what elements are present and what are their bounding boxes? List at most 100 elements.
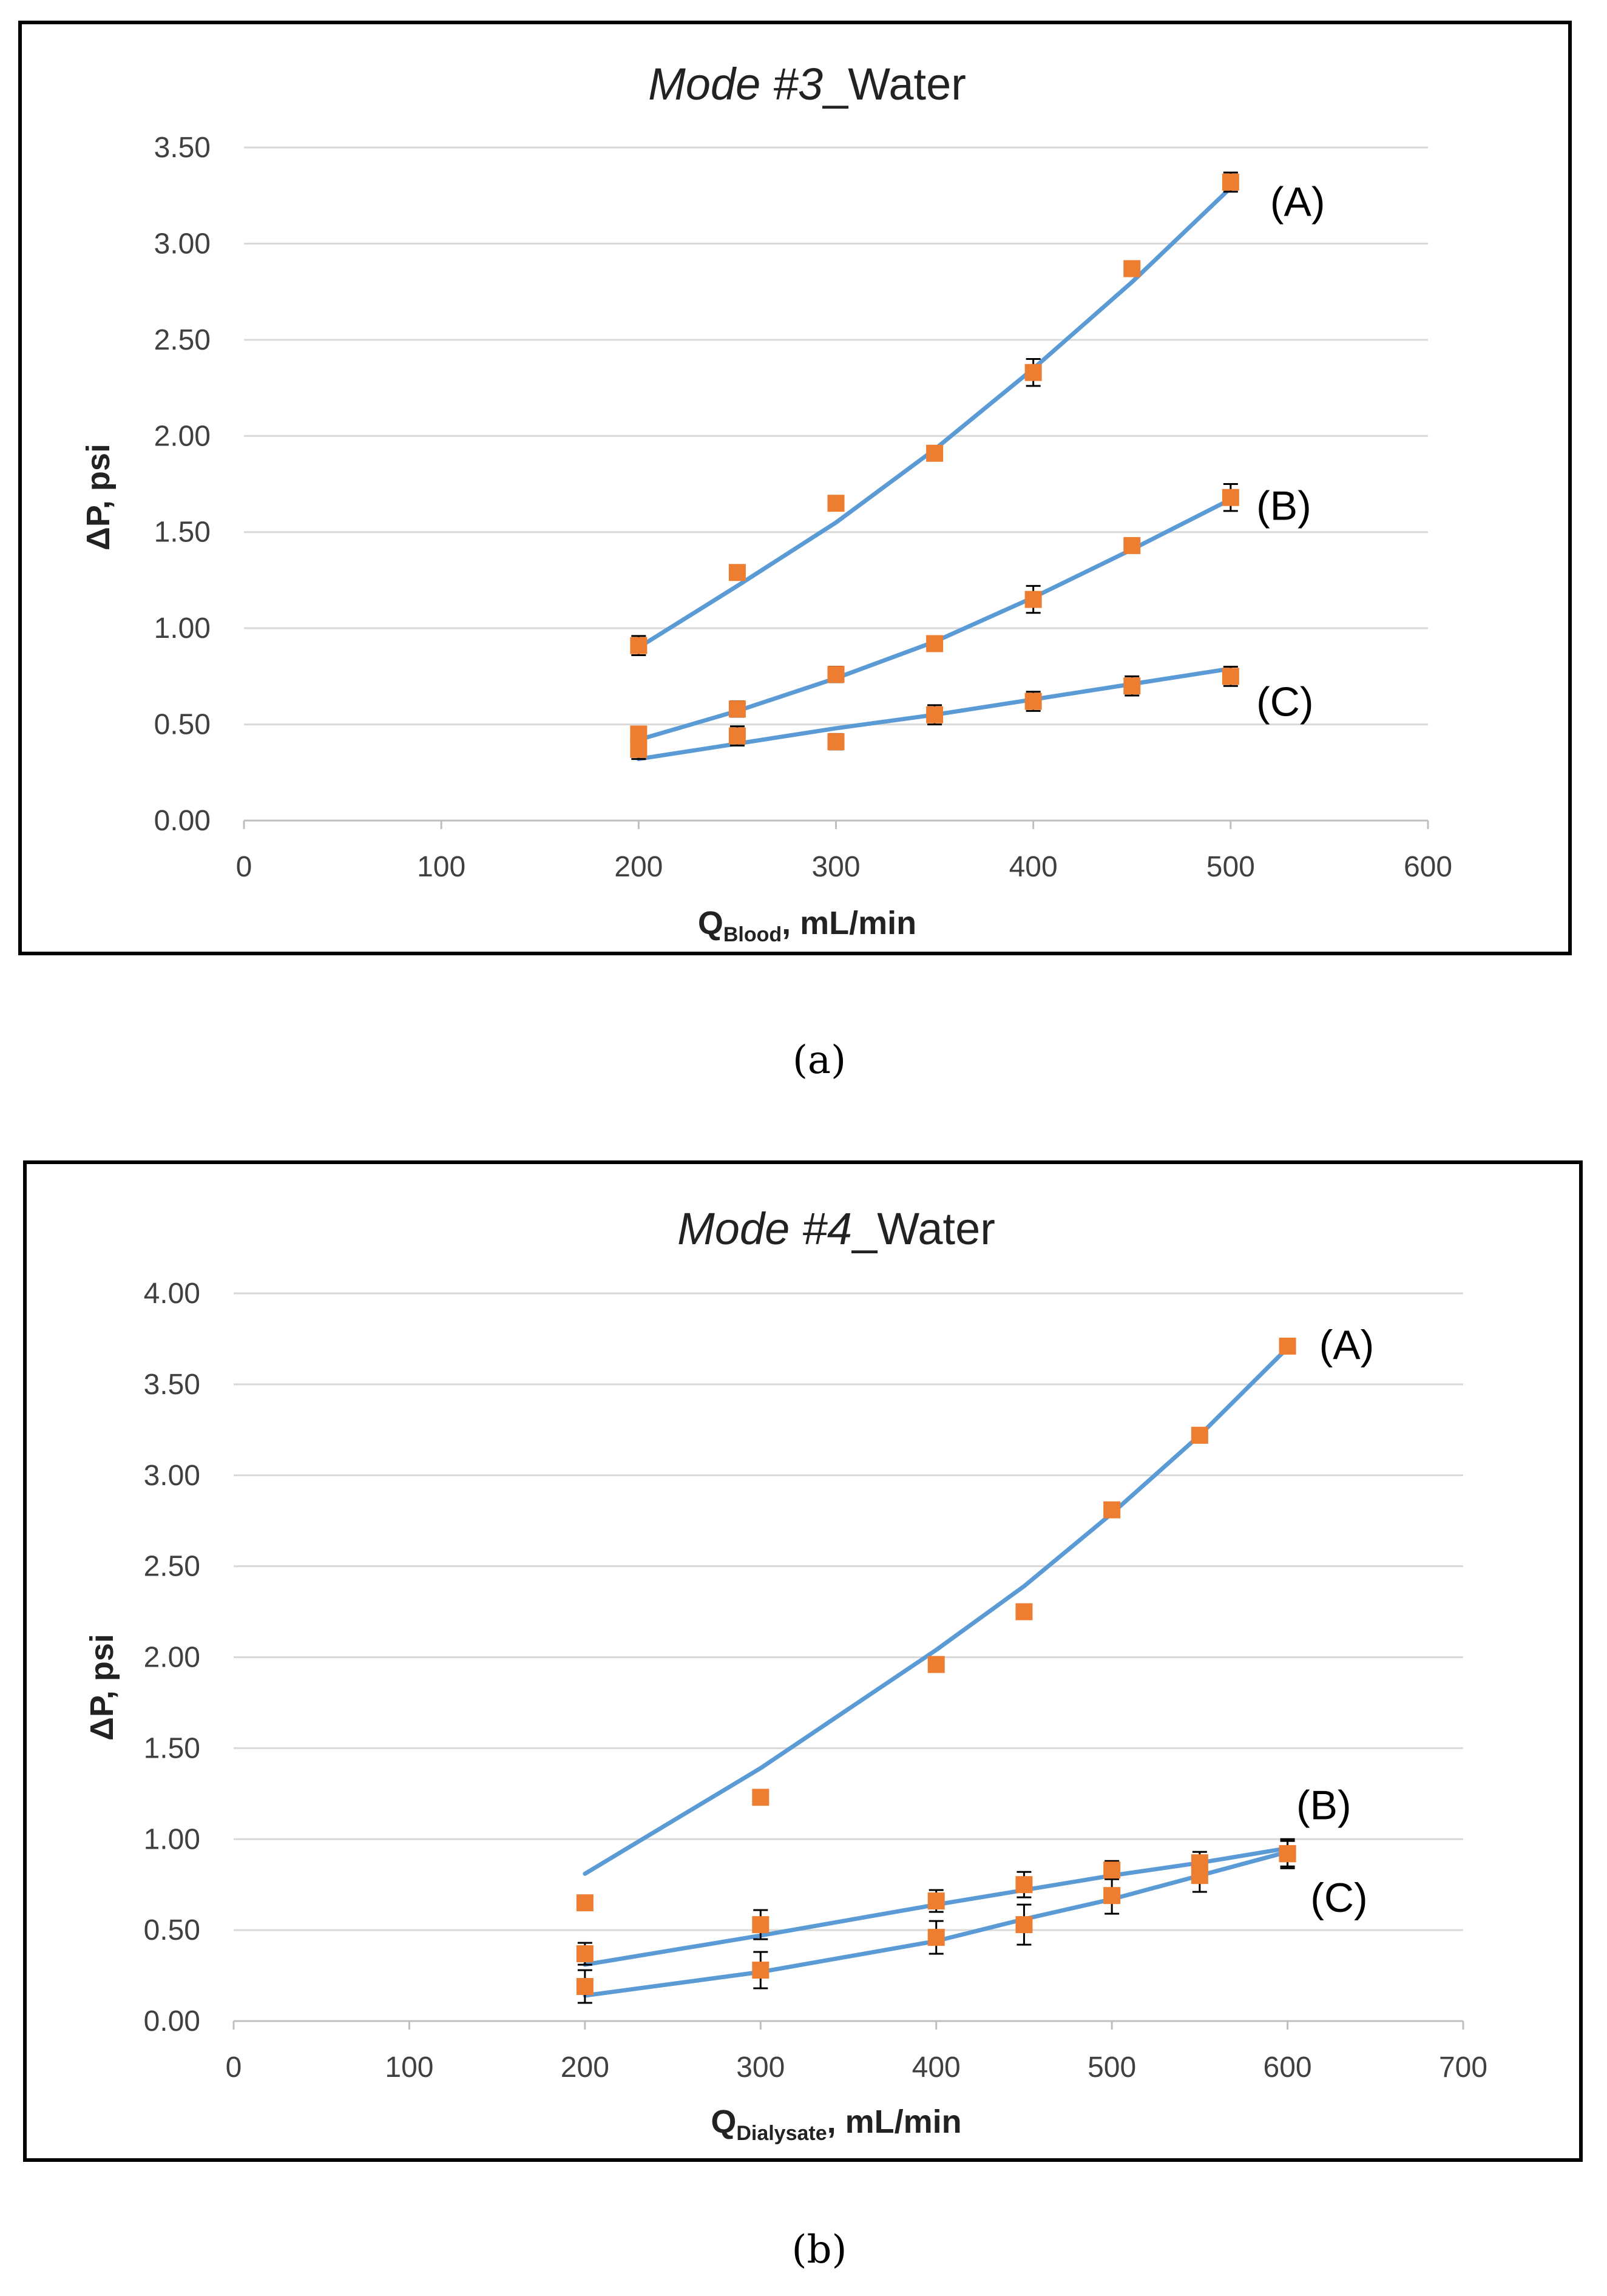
- x-tick-label: 500: [1088, 2051, 1136, 2084]
- x-tick-label: 400: [1009, 851, 1058, 883]
- y-tick-label: 2.00: [144, 1642, 200, 1674]
- data-point-marker: [1191, 1426, 1208, 1444]
- data-point-marker: [1024, 693, 1042, 710]
- y-tick-label: 3.50: [144, 1369, 200, 1401]
- y-tick-label: 0.00: [154, 805, 211, 837]
- x-tick-label: 0: [236, 851, 252, 883]
- chart-a-markers: [630, 174, 1239, 758]
- figure-caption-a: (a): [792, 1038, 847, 1083]
- data-point-marker: [1279, 1845, 1296, 1863]
- chart-a-frame: [18, 21, 1572, 955]
- chart-b-gridlines: [234, 1292, 1463, 1931]
- data-point-marker: [1015, 1876, 1033, 1894]
- x-tick-label: 200: [614, 851, 663, 883]
- x-tick-label: 400: [912, 2051, 961, 2084]
- chart-b-markers: [576, 1337, 1296, 1996]
- series-label-2: (B): [1256, 483, 1311, 529]
- chart-a-y-axis-label: ΔP, psi: [80, 444, 117, 550]
- chart-a-svg: 0.00 0.50 1.00 1.50 2.00 2.50 3.00 3.50 0 100 200 3…: [18, 21, 1572, 955]
- data-point-marker: [752, 1962, 770, 1979]
- chart-b-xlabel-sub: Dialysate: [736, 2122, 827, 2145]
- chart-panel-b: 0.00 0.50 1.00 1.50 2.00 2.50 3.00 3.50 4.00 0 100…: [23, 1160, 1583, 2162]
- data-point-marker: [728, 700, 746, 718]
- data-point-marker: [1191, 1867, 1208, 1885]
- y-tick-label: 0.50: [154, 709, 211, 741]
- y-tick-label: 0.00: [144, 2005, 200, 2037]
- data-point-marker: [926, 635, 944, 652]
- series-label-2: (B): [1296, 1782, 1352, 1828]
- chart-a-x-axis-label: QBlood, mL/min: [698, 905, 916, 946]
- data-point-marker: [827, 495, 845, 512]
- chart-a-xlabel-sub: Blood: [723, 923, 782, 946]
- chart-b-svg: 0.00 0.50 1.00 1.50 2.00 2.50 3.00 3.50 4.00 0 100…: [23, 1160, 1583, 2162]
- data-point-marker: [927, 1656, 945, 1673]
- chart-b-title: Mode #4_Water: [677, 1204, 995, 1254]
- y-tick-label: 0.50: [144, 1914, 200, 1946]
- series-label-3: (C): [1256, 679, 1313, 725]
- data-point-marker: [827, 733, 845, 751]
- chart-a-title: Mode #3_Water: [648, 59, 966, 109]
- data-point-marker: [752, 1916, 770, 1934]
- data-point-marker: [630, 740, 648, 758]
- data-point-marker: [1123, 260, 1141, 277]
- y-tick-label: 2.50: [144, 1551, 200, 1583]
- chart-b-y-axis-label: ΔP, psi: [84, 1634, 120, 1741]
- y-tick-label: 2.50: [154, 324, 211, 356]
- data-point-marker: [1015, 1916, 1033, 1934]
- series-label-3: (C): [1310, 1875, 1367, 1921]
- y-tick-label: 3.00: [144, 1460, 200, 1492]
- y-tick-label: 2.00: [154, 420, 211, 452]
- data-point-marker: [1024, 591, 1042, 608]
- chart-a-title-rest: _Water: [822, 59, 966, 109]
- y-tick-label: 1.00: [154, 612, 211, 645]
- chart-b-xlabel-main: Q: [711, 2104, 736, 2140]
- data-point-marker: [728, 727, 746, 745]
- y-tick-label: 1.50: [154, 516, 211, 549]
- y-tick-label: 1.00: [144, 1823, 200, 1855]
- chart-b-labels: 0.00 0.50 1.00 1.50 2.00 2.50 3.00 3.50 4.00 0 100…: [144, 1278, 1487, 2084]
- data-point-marker: [630, 637, 648, 654]
- chart-a-xlabel-rest: , mL/min: [782, 905, 916, 941]
- x-tick-label: 600: [1404, 851, 1452, 883]
- x-tick-label: 0: [226, 2051, 242, 2084]
- data-point-marker: [1103, 1861, 1121, 1879]
- x-tick-label: 100: [385, 2051, 433, 2084]
- y-tick-label: 4.00: [144, 1278, 200, 1310]
- data-point-marker: [1103, 1501, 1121, 1519]
- data-point-marker: [926, 706, 944, 723]
- chart-b-title-italic: Mode #4: [677, 1204, 852, 1254]
- chart-a-labels: 0.00 0.50 1.00 1.50 2.00 2.50 3.00 3.50 0 100 200 3…: [154, 132, 1452, 883]
- data-point-marker: [1222, 668, 1239, 685]
- data-point-marker: [927, 1929, 945, 1946]
- data-point-marker: [1015, 1603, 1033, 1620]
- data-point-marker: [752, 1789, 770, 1806]
- x-tick-label: 700: [1439, 2051, 1487, 2084]
- chart-b-frame: [23, 1160, 1583, 2162]
- data-point-marker: [1123, 677, 1141, 695]
- data-point-marker: [1222, 174, 1239, 191]
- chart-b-x-axis-label: QDialysate, mL/min: [711, 2104, 961, 2145]
- data-point-marker: [576, 1894, 594, 1912]
- chart-a-axes: [243, 819, 1429, 829]
- data-point-marker: [630, 725, 648, 743]
- data-point-marker: [1024, 364, 1042, 381]
- chart-panel-a: 0.00 0.50 1.00 1.50 2.00 2.50 3.00 3.50 0 100 200 3…: [18, 21, 1572, 955]
- x-tick-label: 200: [561, 2051, 609, 2084]
- data-point-marker: [927, 1892, 945, 1910]
- chart-a-gridlines: [244, 146, 1428, 726]
- y-tick-label: 3.00: [154, 228, 211, 260]
- data-point-marker: [926, 444, 944, 462]
- x-tick-label: 300: [811, 851, 860, 883]
- y-tick-label: 3.50: [154, 132, 211, 164]
- data-point-marker: [576, 1945, 594, 1963]
- data-point-marker: [1123, 537, 1141, 554]
- series-label-1: (A): [1270, 179, 1325, 225]
- data-point-marker: [827, 666, 845, 683]
- data-point-marker: [1222, 489, 1239, 506]
- x-tick-label: 500: [1206, 851, 1255, 883]
- data-point-marker: [576, 1978, 594, 1996]
- x-tick-label: 300: [736, 2051, 785, 2084]
- data-point-marker: [1103, 1887, 1121, 1905]
- x-tick-label: 600: [1264, 2051, 1312, 2084]
- chart-b-xlabel-rest: , mL/min: [827, 2104, 962, 2140]
